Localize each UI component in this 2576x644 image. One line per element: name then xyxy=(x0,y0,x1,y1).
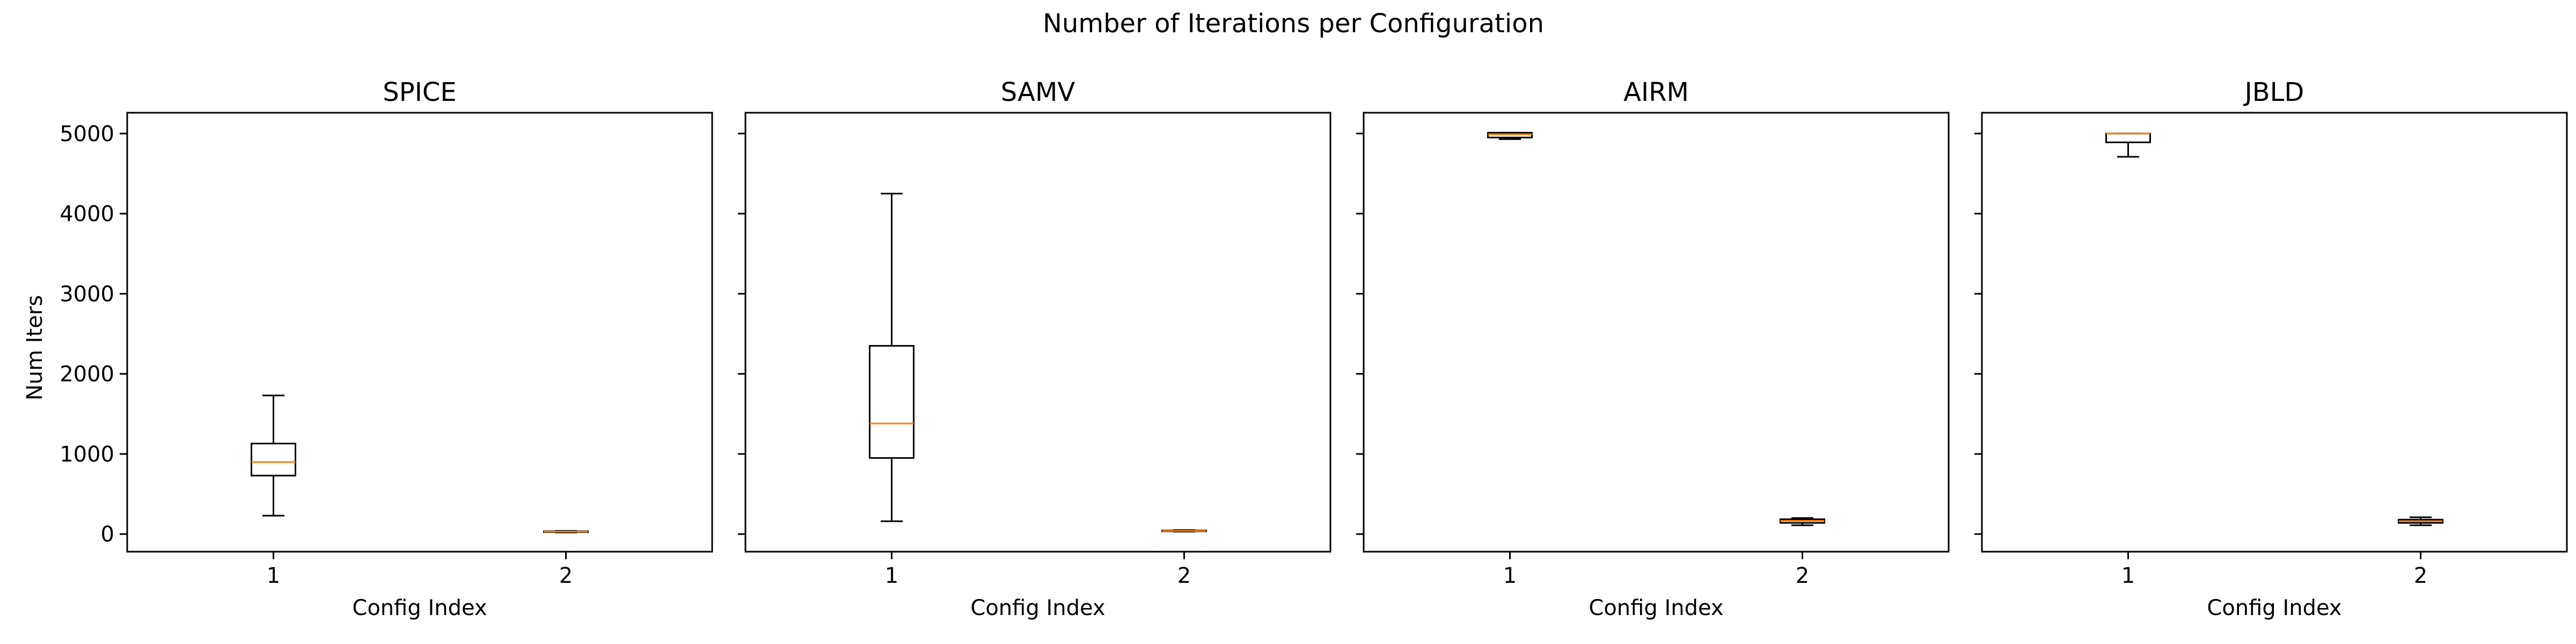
panel-title: SAMV xyxy=(1001,77,1075,107)
y-tick-label: 5000 xyxy=(60,122,114,147)
x-tick-label: 1 xyxy=(2121,564,2135,588)
iqr-box xyxy=(869,345,914,459)
box-airm-2 xyxy=(1780,517,1825,526)
x-tick-label: 1 xyxy=(267,564,280,588)
box-spice-1 xyxy=(251,394,296,517)
x-axis-label: Config Index xyxy=(1589,596,1723,620)
y-tick-label: 3000 xyxy=(60,282,114,306)
y-axis-label: Num Iters xyxy=(23,295,47,400)
panel-title: JBLD xyxy=(2243,77,2304,107)
panel-spice: SPICE 0 1000 2000 3000 4000 5000 1 2 Config Index xyxy=(60,77,713,620)
iqr-box xyxy=(2105,133,2151,143)
y-tick-label: 2000 xyxy=(60,362,114,387)
x-axis-label: Config Index xyxy=(970,596,1105,620)
axes-frame xyxy=(126,112,713,553)
x-tick-label: 2 xyxy=(2414,564,2427,588)
x-tick-label: 2 xyxy=(1796,564,1809,588)
figure-title: Number of Iterations per Configuration xyxy=(1043,9,1544,39)
panel-title: AIRM xyxy=(1623,77,1689,107)
x-axis-label: Config Index xyxy=(2207,596,2341,620)
x-tick-label: 1 xyxy=(1503,564,1517,588)
y-tick-label: 4000 xyxy=(60,202,114,226)
axes-frame xyxy=(744,112,1331,553)
panel-airm: AIRM 1 2 Config Index xyxy=(1356,77,1950,620)
box-airm-1 xyxy=(1487,131,1533,140)
axes-frame xyxy=(1981,112,2568,553)
panels-group: SPICE 0 1000 2000 3000 4000 5000 1 2 Config Index… xyxy=(60,77,2568,620)
y-tick-label: 1000 xyxy=(60,442,114,467)
x-tick-label: 2 xyxy=(559,564,573,588)
box-jbld-1 xyxy=(2105,133,2151,158)
panel-title: SPICE xyxy=(383,77,456,107)
box-samv-1 xyxy=(869,193,914,522)
x-tick-label: 1 xyxy=(885,564,898,588)
box-samv-2 xyxy=(1161,529,1207,533)
panel-samv: SAMV 1 2 Config Index xyxy=(738,77,1331,620)
box-jbld-2 xyxy=(2398,516,2443,526)
x-tick-label: 2 xyxy=(1177,564,1191,588)
y-tick-label: 0 xyxy=(101,522,114,547)
x-axis-label: Config Index xyxy=(352,596,487,620)
iqr-box xyxy=(251,442,296,477)
panel-jbld: JBLD 1 2 Config Index xyxy=(1974,77,2568,620)
axes-frame xyxy=(1363,112,1950,553)
box-spice-2 xyxy=(543,530,589,533)
